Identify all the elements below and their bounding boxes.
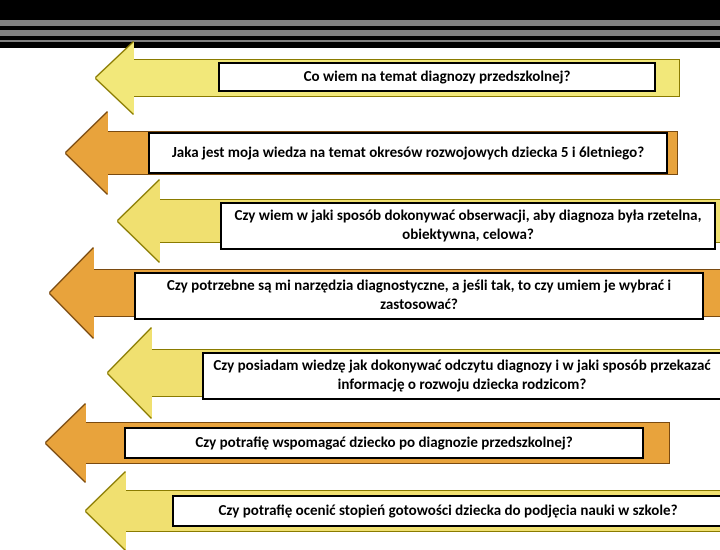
arrow-body: Czy posiadam wiedzę jak dokonywać odczyt…	[152, 349, 720, 397]
arrow-head-icon	[86, 472, 126, 550]
arrow-body: Jaka jest moja wiedza na temat okresów r…	[108, 131, 678, 175]
arrow-row: Czy potrafię wspomagać dziecko po diagno…	[46, 404, 670, 482]
arrow-text-box: Co wiem na temat diagnozy przedszkolnej?	[218, 62, 656, 92]
arrow-text-box: Czy wiem w jaki sposób dokonywać obserwa…	[220, 202, 716, 250]
arrow-text-box: Czy potrafię ocenić stopień gotowości dz…	[172, 495, 720, 527]
arrow-head-icon	[50, 248, 94, 338]
arrow-body: Co wiem na temat diagnozy przedszkolnej?	[134, 59, 680, 97]
arrow-row: Czy potrafię ocenić stopień gotowości dz…	[86, 472, 720, 550]
arrow-body: Czy potrafię wspomagać dziecko po diagno…	[86, 422, 670, 464]
arrow-body: Czy wiem w jaki sposób dokonywać obserwa…	[160, 199, 720, 243]
arrow-head-icon	[96, 42, 134, 114]
arrow-text-box: Czy posiadam wiedzę jak dokonywać odczyt…	[202, 352, 720, 400]
arrow-body: Czy potrzebne są mi narzędzia diagnostyc…	[94, 269, 720, 317]
arrow-head-icon	[46, 404, 86, 482]
arrow-row: Czy potrzebne są mi narzędzia diagnostyc…	[50, 248, 720, 338]
arrow-text-box: Jaka jest moja wiedza na temat okresów r…	[148, 132, 668, 174]
arrow-text-box: Czy potrzebne są mi narzędzia diagnostyc…	[134, 272, 704, 320]
arrow-text-box: Czy potrafię wspomagać dziecko po diagno…	[124, 427, 644, 459]
arrow-head-icon	[66, 112, 108, 194]
arrow-row: Co wiem na temat diagnozy przedszkolnej?	[96, 42, 680, 114]
arrow-body: Czy potrafię ocenić stopień gotowości dz…	[126, 490, 720, 532]
